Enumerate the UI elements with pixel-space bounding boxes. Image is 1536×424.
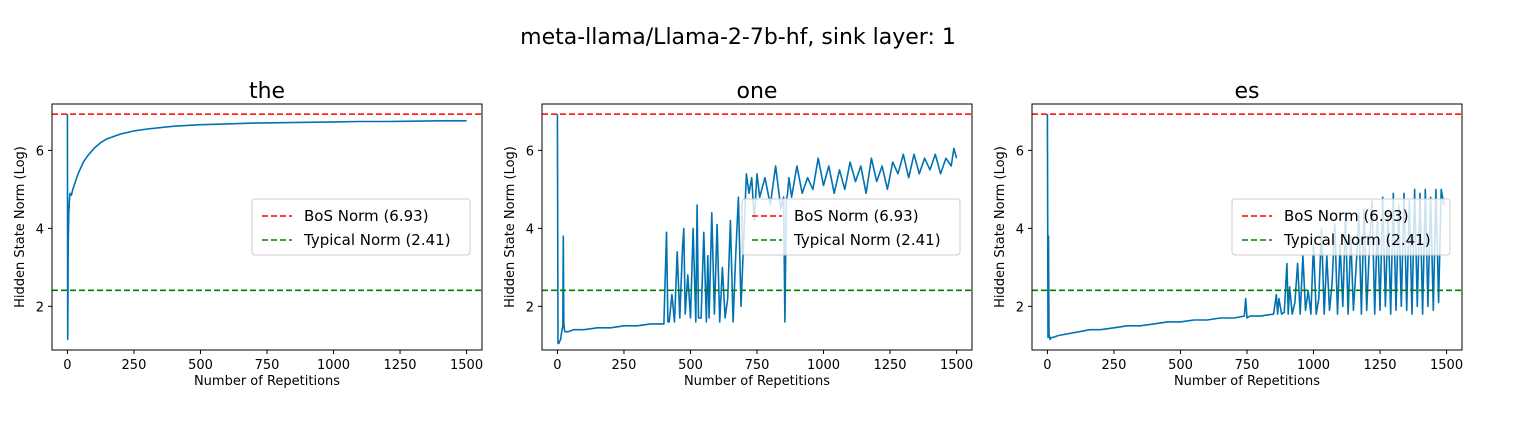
data-layer — [556, 114, 958, 345]
y-axis-label: Hidden State Norm (Log) — [993, 146, 1008, 308]
x-tick-label: 0 — [553, 358, 561, 373]
x-tick-label: 1000 — [317, 358, 350, 373]
y-tick-label: 6 — [36, 144, 44, 159]
y-tick-label: 6 — [526, 144, 534, 159]
x-tick-label: 1000 — [807, 358, 840, 373]
x-tick-label: 0 — [63, 358, 71, 373]
x-tick-label: 1250 — [383, 358, 416, 373]
y-axis-label: Hidden State Norm (Log) — [503, 146, 518, 308]
legend: BoS Norm (6.93) Typical Norm (2.41) — [741, 198, 961, 256]
x-tick-label: 250 — [1102, 358, 1127, 373]
legend: BoS Norm (6.93) Typical Norm (2.41) — [1231, 198, 1451, 256]
subplot-title: one — [737, 79, 778, 104]
data-layer — [66, 114, 467, 341]
x-tick-label: 1500 — [1430, 358, 1463, 373]
subplots: the 0 250 500 750 1000 1250 1500 2 4 6 Number of Re… — [13, 79, 1463, 389]
x-axis-label: Number of Repetitions — [1174, 374, 1320, 389]
subplot-es: es 0 250 500 750 1000 1250 1500 2 4 6 Number of Rep… — [993, 79, 1463, 389]
legend-label-bos: BoS Norm (6.93) — [794, 207, 919, 225]
x-tick-label: 0 — [1043, 358, 1051, 373]
series-line — [66, 114, 467, 341]
legend-label-typical: Typical Norm (2.41) — [303, 231, 451, 249]
figure-suptitle: meta-llama/Llama-2-7b-hf, sink layer: 1 — [520, 25, 956, 50]
subplot-title: es — [1235, 79, 1260, 104]
x-tick-label: 1000 — [1297, 358, 1330, 373]
x-tick-label: 750 — [255, 358, 280, 373]
legend-label-typical: Typical Norm (2.41) — [1283, 231, 1431, 249]
y-axis-label: Hidden State Norm (Log) — [13, 146, 28, 308]
y-tick-label: 2 — [526, 300, 534, 315]
legend-label-bos: BoS Norm (6.93) — [304, 207, 429, 225]
x-tick-label: 500 — [678, 358, 703, 373]
series-line — [1046, 114, 1445, 341]
subplot-one: one 0 250 500 750 1000 1250 1500 2 4 6 Number of Re… — [503, 79, 973, 389]
series-line — [556, 114, 958, 345]
x-tick-label: 500 — [1168, 358, 1193, 373]
legend: BoS Norm (6.93) Typical Norm (2.41) — [251, 198, 471, 256]
y-tick-label: 6 — [1016, 144, 1024, 159]
y-tick-label: 4 — [1016, 222, 1024, 237]
x-tick-label: 750 — [745, 358, 770, 373]
x-axis-label: Number of Repetitions — [194, 374, 340, 389]
subplot-title: the — [249, 79, 285, 104]
legend-box — [741, 198, 961, 256]
y-tick-label: 4 — [526, 222, 534, 237]
x-tick-label: 1250 — [873, 358, 906, 373]
x-tick-label: 1500 — [940, 358, 973, 373]
legend-box — [251, 198, 471, 256]
data-layer — [1046, 114, 1445, 341]
x-tick-label: 750 — [1235, 358, 1260, 373]
y-tick-label: 2 — [1016, 300, 1024, 315]
legend-box — [1231, 198, 1451, 256]
x-tick-label: 1250 — [1363, 358, 1396, 373]
y-tick-label: 2 — [36, 300, 44, 315]
x-axis-label: Number of Repetitions — [684, 374, 830, 389]
x-tick-label: 250 — [122, 358, 147, 373]
x-tick-label: 500 — [188, 358, 213, 373]
y-tick-label: 4 — [36, 222, 44, 237]
x-tick-label: 250 — [612, 358, 637, 373]
legend-label-typical: Typical Norm (2.41) — [793, 231, 941, 249]
subplot-the: the 0 250 500 750 1000 1250 1500 2 4 6 Number of Re… — [13, 79, 483, 389]
x-tick-label: 1500 — [450, 358, 483, 373]
legend-label-bos: BoS Norm (6.93) — [1284, 207, 1409, 225]
